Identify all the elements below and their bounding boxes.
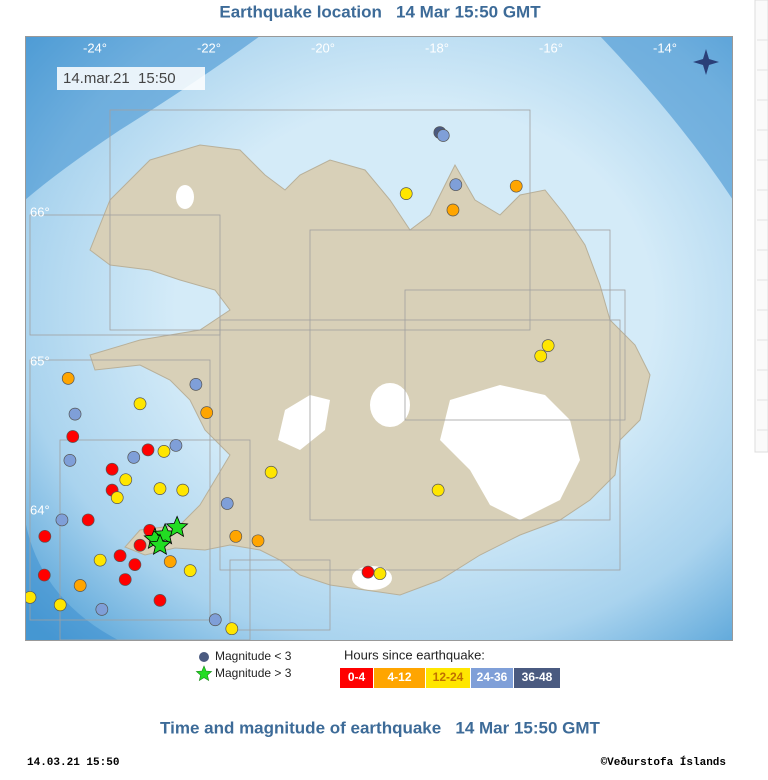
quake-dot	[153, 594, 167, 607]
lat-label: 64°	[30, 502, 50, 517]
lon-label: -24°	[83, 40, 107, 55]
legend-label: Magnitude < 3	[215, 649, 292, 663]
quake-dot	[251, 534, 265, 548]
quake-dot	[189, 378, 203, 391]
legend-dot	[199, 652, 209, 662]
page-title: Earthquake location 14 Mar 15:50 GMT	[219, 2, 541, 21]
quake-star	[165, 515, 189, 538]
section-title: Time and magnitude of earthquake 14 Mar …	[160, 718, 601, 737]
quake-dot	[436, 129, 450, 142]
quake-dot	[55, 513, 69, 527]
map-timestamp: 14.mar.21 15:50	[63, 70, 176, 87]
footer-time: 14.03.21 15:50	[27, 757, 119, 769]
age-label: 0-4	[348, 670, 366, 684]
quake-dot	[220, 497, 234, 510]
legend-label: Magnitude > 3	[215, 666, 292, 680]
quake-dot	[373, 567, 387, 580]
footer-credit: ©Veðurstofa Íslands	[601, 755, 726, 769]
quake-dot	[176, 483, 190, 497]
glacier	[278, 395, 330, 450]
quake-dot	[133, 538, 147, 552]
quake-dot	[264, 465, 278, 479]
quake-dot	[229, 529, 243, 543]
lon-label: -14°	[653, 40, 677, 55]
quake-dot	[66, 430, 80, 443]
lon-label: -18°	[425, 40, 449, 55]
legend-star	[195, 665, 213, 682]
quake-dot	[153, 482, 167, 495]
quake-dot	[534, 349, 548, 363]
age-swatch	[471, 668, 513, 688]
lon-label: -20°	[311, 40, 335, 55]
lat-label: 66°	[30, 204, 50, 219]
map: 14.mar.21 15:50	[25, 36, 733, 641]
glacier	[370, 383, 410, 427]
hours-title: Hours since earthquake:	[344, 647, 485, 662]
quake-dot	[446, 203, 460, 217]
age-swatch	[340, 668, 373, 688]
quake-dot	[208, 613, 222, 627]
age-label: 24-36	[477, 670, 508, 684]
quake-dot	[105, 462, 119, 476]
sidebar	[754, 0, 768, 453]
quake-dot	[113, 549, 127, 563]
quake-dot	[95, 602, 109, 616]
map-frame	[25, 36, 733, 641]
glacier	[440, 385, 580, 520]
quake-dot	[141, 443, 155, 457]
timestamp-box	[57, 67, 205, 90]
age-label: 36-48	[522, 670, 553, 684]
age-label: 4-12	[387, 670, 411, 684]
compass[interactable]	[693, 49, 719, 75]
age-label: 12-24	[433, 670, 464, 684]
quake-dot	[127, 451, 141, 464]
quake-dot	[53, 598, 67, 612]
quake-dot	[63, 453, 77, 467]
lat-label: 65°	[30, 353, 50, 368]
quake-dot	[38, 529, 52, 543]
quake-dot	[449, 178, 463, 192]
age-swatch	[514, 668, 560, 688]
quake-dot	[431, 483, 445, 497]
quake-dot	[61, 372, 75, 385]
quake-dot	[361, 565, 375, 579]
quake-dot	[399, 187, 413, 200]
deep-sea	[25, 36, 733, 641]
quake-dot	[81, 513, 95, 527]
quake-dot	[133, 397, 147, 411]
quake-dot	[128, 558, 142, 571]
quake-dot	[163, 555, 177, 569]
quake-layer	[25, 126, 555, 636]
quake-dot	[119, 473, 133, 487]
quake-star	[148, 533, 172, 556]
quake-dot	[169, 439, 183, 452]
quake-dot	[25, 591, 37, 604]
lon-label: -22°	[197, 40, 221, 55]
quake-dot	[541, 339, 555, 352]
compass-rose[interactable]	[693, 49, 719, 75]
quake-dot	[200, 406, 214, 420]
quake-dot	[183, 564, 197, 577]
quake-dot	[68, 407, 82, 421]
age-swatch	[426, 668, 470, 688]
quake-dot	[157, 445, 171, 458]
lon-label: -16°	[539, 40, 563, 55]
quake-dot	[118, 573, 132, 586]
quake-dot	[93, 553, 107, 567]
quake-dot	[225, 622, 239, 636]
quake-dot	[509, 179, 523, 193]
quake-dot	[110, 491, 124, 504]
quake-dot	[73, 579, 87, 592]
quake-dot	[37, 568, 51, 582]
age-swatch	[374, 668, 425, 688]
glacier	[176, 185, 194, 209]
